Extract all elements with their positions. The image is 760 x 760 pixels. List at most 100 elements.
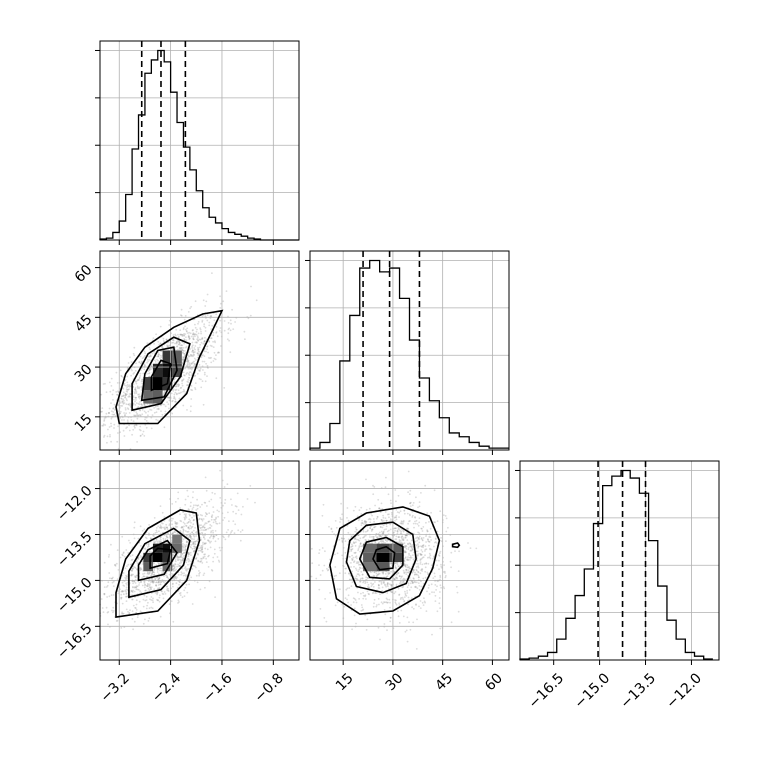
- histogram-step-line: [309, 259, 509, 450]
- scatter-point: [384, 486, 387, 488]
- scatter-point: [100, 411, 102, 413]
- scatter-point: [156, 571, 159, 573]
- scatter-point: [200, 560, 203, 562]
- scatter-point: [420, 585, 423, 588]
- scatter-point: [388, 572, 391, 575]
- scatter-point: [180, 344, 183, 347]
- x-tick-label: 45: [432, 670, 456, 694]
- scatter-point: [179, 342, 181, 345]
- scatter-point: [440, 563, 442, 566]
- scatter-point: [377, 573, 379, 576]
- scatter-point: [172, 390, 175, 392]
- scatter-point: [403, 596, 406, 598]
- scatter-point: [165, 585, 168, 588]
- scatter-point: [404, 590, 406, 593]
- scatter-point: [365, 539, 368, 542]
- scatter-point: [380, 519, 383, 522]
- scatter-point: [180, 391, 183, 394]
- panel-axes-frame: [99, 250, 300, 451]
- scatter-point: [186, 332, 189, 334]
- scatter-point: [372, 591, 375, 594]
- scatter-point: [125, 586, 128, 589]
- scatter-point: [181, 548, 184, 551]
- scatter-point: [403, 546, 406, 548]
- scatter-point: [416, 550, 419, 553]
- scatter-point: [110, 425, 113, 427]
- scatter-point: [126, 426, 128, 429]
- scatter-point: [177, 333, 179, 336]
- scatter-point: [390, 511, 393, 514]
- scatter-point: [351, 581, 354, 584]
- scatter-point: [133, 590, 136, 593]
- scatter-point: [186, 357, 189, 360]
- scatter-point: [172, 531, 175, 534]
- scatter-point: [184, 515, 187, 518]
- scatter-point: [134, 586, 136, 588]
- scatter-point: [203, 323, 206, 326]
- scatter-point: [381, 590, 384, 592]
- scatter-point: [161, 590, 163, 593]
- scatter-point: [143, 572, 146, 575]
- scatter-point: [102, 424, 105, 427]
- scatter-point: [212, 534, 215, 537]
- scatter-point: [184, 569, 187, 571]
- scatter-point: [359, 550, 361, 553]
- scatter-point: [411, 548, 414, 551]
- scatter-point: [179, 387, 182, 389]
- scatter-point: [389, 616, 392, 619]
- scatter-point: [416, 523, 419, 525]
- scatter-point: [183, 525, 185, 528]
- scatter-point: [199, 527, 202, 530]
- scatter-point: [395, 516, 398, 519]
- scatter-point: [183, 555, 185, 557]
- scatter-point: [172, 339, 175, 342]
- scatter-point: [188, 371, 191, 374]
- scatter-point: [191, 347, 194, 349]
- scatter-point: [182, 351, 184, 354]
- scatter-point: [178, 392, 181, 395]
- scatter-point: [192, 349, 194, 352]
- scatter-point: [168, 573, 171, 576]
- scatter-point: [408, 552, 410, 555]
- scatter-point: [390, 502, 392, 504]
- hist-axes-frame: [309, 250, 510, 451]
- scatter-point: [379, 534, 382, 537]
- scatter-point: [432, 557, 434, 560]
- scatter-point: [382, 516, 385, 519]
- scatter-point: [411, 581, 414, 584]
- scatter-point: [139, 414, 142, 416]
- scatter-point: [109, 390, 112, 393]
- scatter-point: [358, 574, 361, 577]
- scatter-point: [408, 621, 410, 624]
- scatter-point: [398, 516, 400, 518]
- scatter-point: [155, 584, 157, 587]
- scatter-point: [199, 338, 202, 341]
- scatter-point: [131, 433, 134, 436]
- density-cell: [162, 350, 173, 364]
- scatter-point: [130, 590, 133, 593]
- scatter-point: [364, 595, 366, 598]
- scatter-point: [224, 502, 226, 504]
- scatter-point: [135, 576, 137, 578]
- scatter-point: [186, 541, 189, 543]
- scatter-point: [210, 525, 213, 527]
- scatter-point: [361, 609, 364, 612]
- scatter-point: [187, 553, 190, 555]
- scatter-point: [362, 580, 365, 583]
- scatter-point: [223, 516, 226, 519]
- scatter-point: [389, 620, 392, 623]
- scatter-point: [398, 602, 400, 605]
- scatter-point: [155, 576, 158, 579]
- scatter-point: [148, 589, 151, 592]
- scatter-point: [192, 333, 195, 335]
- scatter-point: [165, 535, 168, 537]
- scatter-point: [373, 598, 376, 601]
- scatter-point: [203, 350, 206, 353]
- scatter-point: [361, 545, 364, 548]
- scatter-point: [136, 385, 139, 388]
- scatter-point: [132, 352, 135, 355]
- scatter-point: [174, 398, 177, 401]
- scatter-point: [368, 507, 371, 510]
- scatter-point: [157, 581, 160, 583]
- scatter-point: [175, 568, 178, 571]
